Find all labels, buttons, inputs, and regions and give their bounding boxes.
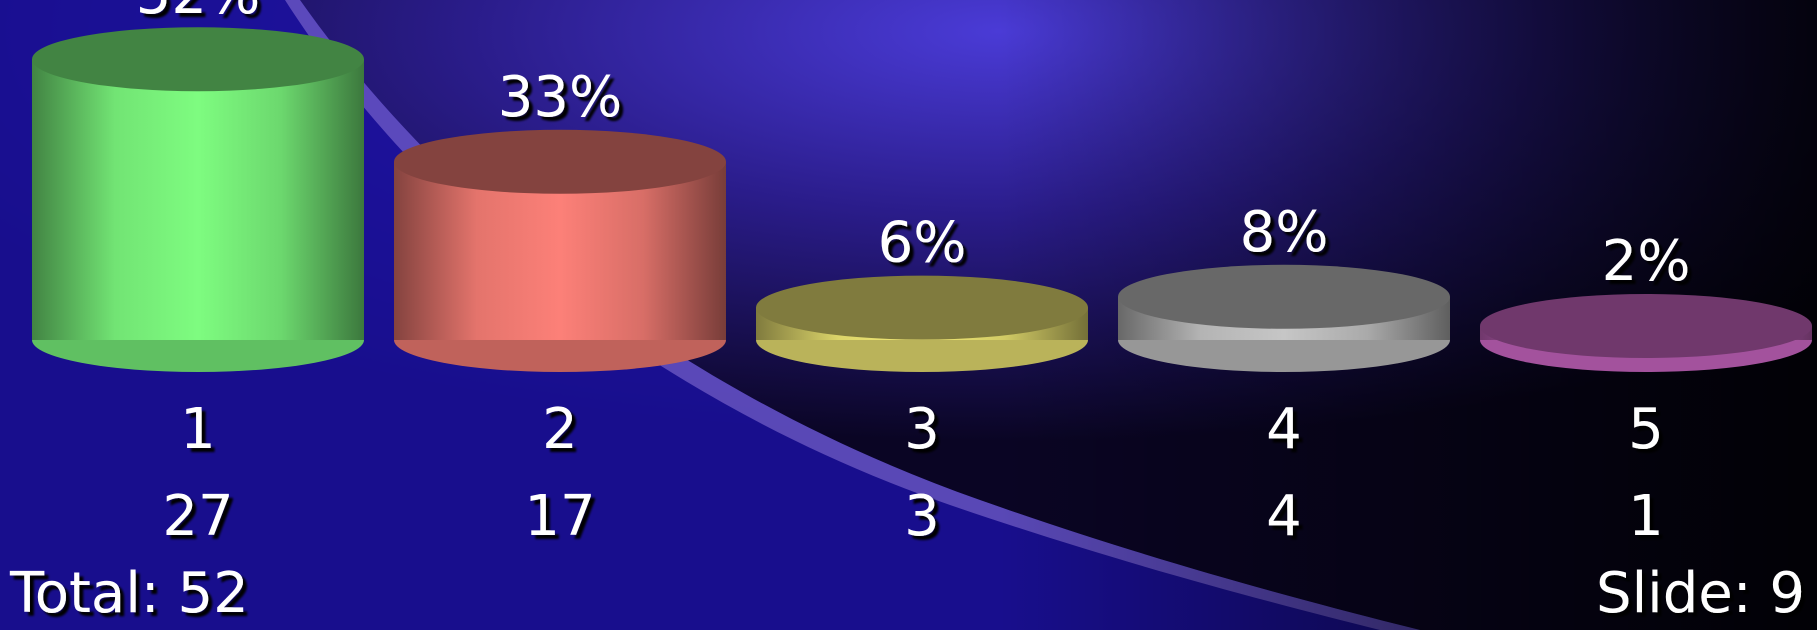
total-label: Total: 52 bbox=[9, 561, 249, 626]
count-label: 1 bbox=[1628, 484, 1664, 549]
bar-top bbox=[756, 275, 1088, 340]
count-label: 17 bbox=[524, 484, 595, 549]
bar-top bbox=[394, 129, 726, 194]
slide-label: Slide: 9 bbox=[1596, 561, 1805, 626]
value-label: 2% bbox=[1602, 229, 1691, 294]
category-label: 4 bbox=[1266, 397, 1302, 462]
bar-top bbox=[32, 27, 364, 92]
bar-1 bbox=[32, 27, 364, 372]
labels-group: 52% 1 27 33% 2 17 6% 3 3 8% 4 4 2% 5 1 bbox=[136, 0, 1691, 549]
count-label: 4 bbox=[1266, 484, 1302, 549]
category-label: 3 bbox=[904, 397, 940, 462]
value-label: 52% bbox=[136, 0, 260, 27]
count-label: 27 bbox=[162, 484, 233, 549]
bar-body bbox=[32, 59, 364, 340]
category-label: 1 bbox=[180, 397, 216, 462]
value-label: 8% bbox=[1240, 200, 1329, 265]
bar-5 bbox=[1480, 294, 1812, 372]
category-label: 5 bbox=[1628, 397, 1664, 462]
count-label: 3 bbox=[904, 484, 940, 549]
bar-2 bbox=[394, 129, 726, 372]
bar-3 bbox=[756, 275, 1088, 372]
bars-group bbox=[32, 27, 1812, 372]
bar-top bbox=[1118, 264, 1450, 329]
value-label: 6% bbox=[878, 211, 967, 276]
bar-top bbox=[1480, 294, 1812, 358]
bar-4 bbox=[1118, 264, 1450, 372]
category-label: 2 bbox=[542, 397, 578, 462]
value-label: 33% bbox=[498, 65, 622, 130]
